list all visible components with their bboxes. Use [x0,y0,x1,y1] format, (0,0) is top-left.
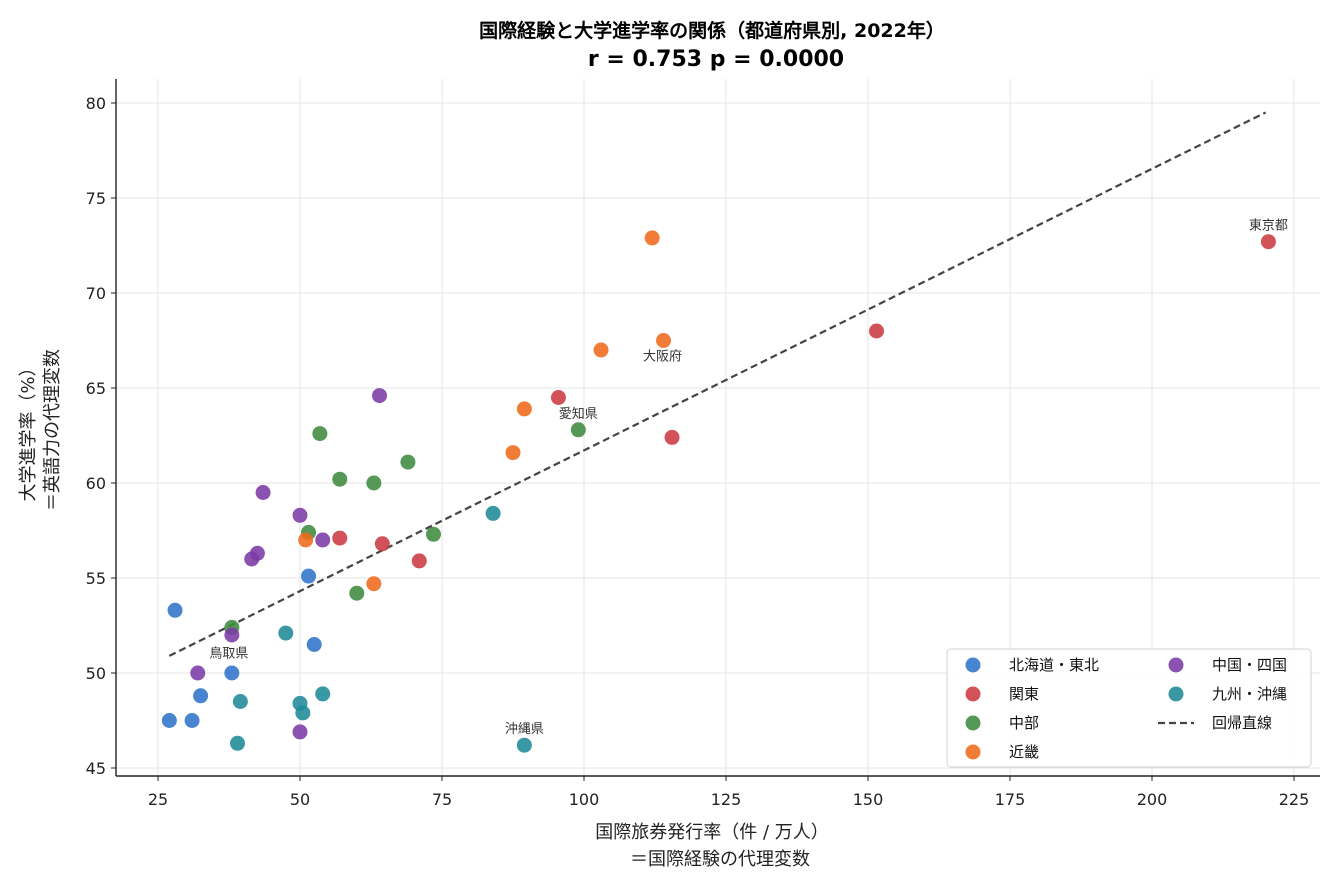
y-axis-label: 大学進学率（%） [18,358,39,501]
point-annotation: 沖縄県 [505,722,544,737]
point-annotation: 鳥取県 [209,646,248,661]
data-point [292,724,308,740]
data-point [372,388,388,404]
chart-subtitle: r = 0.753 p = 0.0000 [588,47,844,72]
legend-label: 回帰直線 [1212,714,1272,732]
y-tick-label: 50 [86,664,106,683]
data-point [306,637,322,652]
y-tick-label: 75 [86,189,106,208]
x-tick-label: 225 [1279,790,1310,809]
data-point [255,485,271,500]
y-tick-label: 60 [86,474,106,493]
x-tick-label: 125 [711,790,742,809]
data-point [295,705,311,721]
data-point [332,471,348,487]
y-axis-label-sub: ＝英語力の代理変数 [42,349,63,511]
data-point [349,585,365,601]
data-point [224,627,240,643]
y-tick-label: 65 [86,379,106,398]
data-point [366,576,382,592]
legend-label: 北海道・東北 [1009,656,1099,674]
x-axis-label-sub: ＝国際経験の代理変数 [630,849,810,870]
data-point [184,713,200,728]
data-point [315,532,331,548]
legend-marker [965,715,981,731]
data-point [190,665,206,681]
data-point [1260,234,1276,250]
point-annotation: 東京都 [1249,218,1288,234]
data-point [516,401,532,417]
points-layer [161,230,1276,753]
data-point [244,551,260,567]
legend-label: 関東 [1009,685,1039,703]
chart-title: 国際経験と大学進学率の関係（都道府県別, 2022年） [479,19,945,42]
legend-label: 近畿 [1009,743,1039,761]
data-point [516,737,532,753]
legend-marker [965,686,981,702]
x-tick-label: 25 [148,790,168,809]
data-point [570,422,586,438]
regression-line [168,111,1267,657]
point-annotation: 愛知県 [559,406,598,422]
data-point [485,505,501,521]
x-tick-label: 75 [432,790,452,809]
y-tick-label: 80 [86,94,106,113]
legend-marker [1168,686,1184,702]
data-point [315,686,331,702]
tick-labels: 25 50 75 100 125 150 175 200 225 45 50 55 60 65 70 75 80 [86,94,1310,809]
data-point [332,530,348,546]
legend-label: 九州・沖縄 [1212,685,1287,703]
data-point [224,665,240,681]
x-tick-label: 200 [1137,790,1168,809]
data-point [869,323,885,339]
data-point [230,735,246,751]
x-tick-label: 175 [995,790,1026,809]
legend-label: 中国・四国 [1212,656,1287,674]
x-tick-label: 100 [569,790,600,809]
x-tick-label: 50 [290,790,310,809]
y-tick-label: 45 [86,759,106,778]
axes [111,79,1320,781]
data-point [278,625,294,641]
data-point [298,532,314,548]
data-point [644,230,660,246]
data-point [411,553,427,569]
grid [116,79,1320,776]
data-point [505,445,521,461]
data-point [664,429,680,445]
data-point [161,713,177,728]
regression-layer [168,111,1267,657]
data-point [425,526,441,542]
y-tick-label: 70 [86,284,106,303]
x-axis-label: 国際旅券発行率（件 / 万人） [595,822,829,843]
data-point [593,342,609,358]
data-point [374,536,390,552]
data-point [550,390,566,405]
legend-label: 中部 [1009,714,1039,732]
data-point [301,568,317,584]
x-tick-label: 150 [853,790,884,809]
data-point [656,333,672,348]
data-point [167,602,183,618]
data-point [400,454,416,470]
data-point [232,694,248,709]
legend-marker [1168,657,1184,673]
y-tick-label: 55 [86,569,106,588]
data-point [312,426,328,442]
legend-box [946,648,1312,768]
data-point [292,507,308,523]
data-point [366,475,382,491]
legend-marker [965,657,981,673]
point-annotation: 大阪府 [643,350,682,365]
data-point [193,688,209,704]
legend-marker [965,744,981,760]
